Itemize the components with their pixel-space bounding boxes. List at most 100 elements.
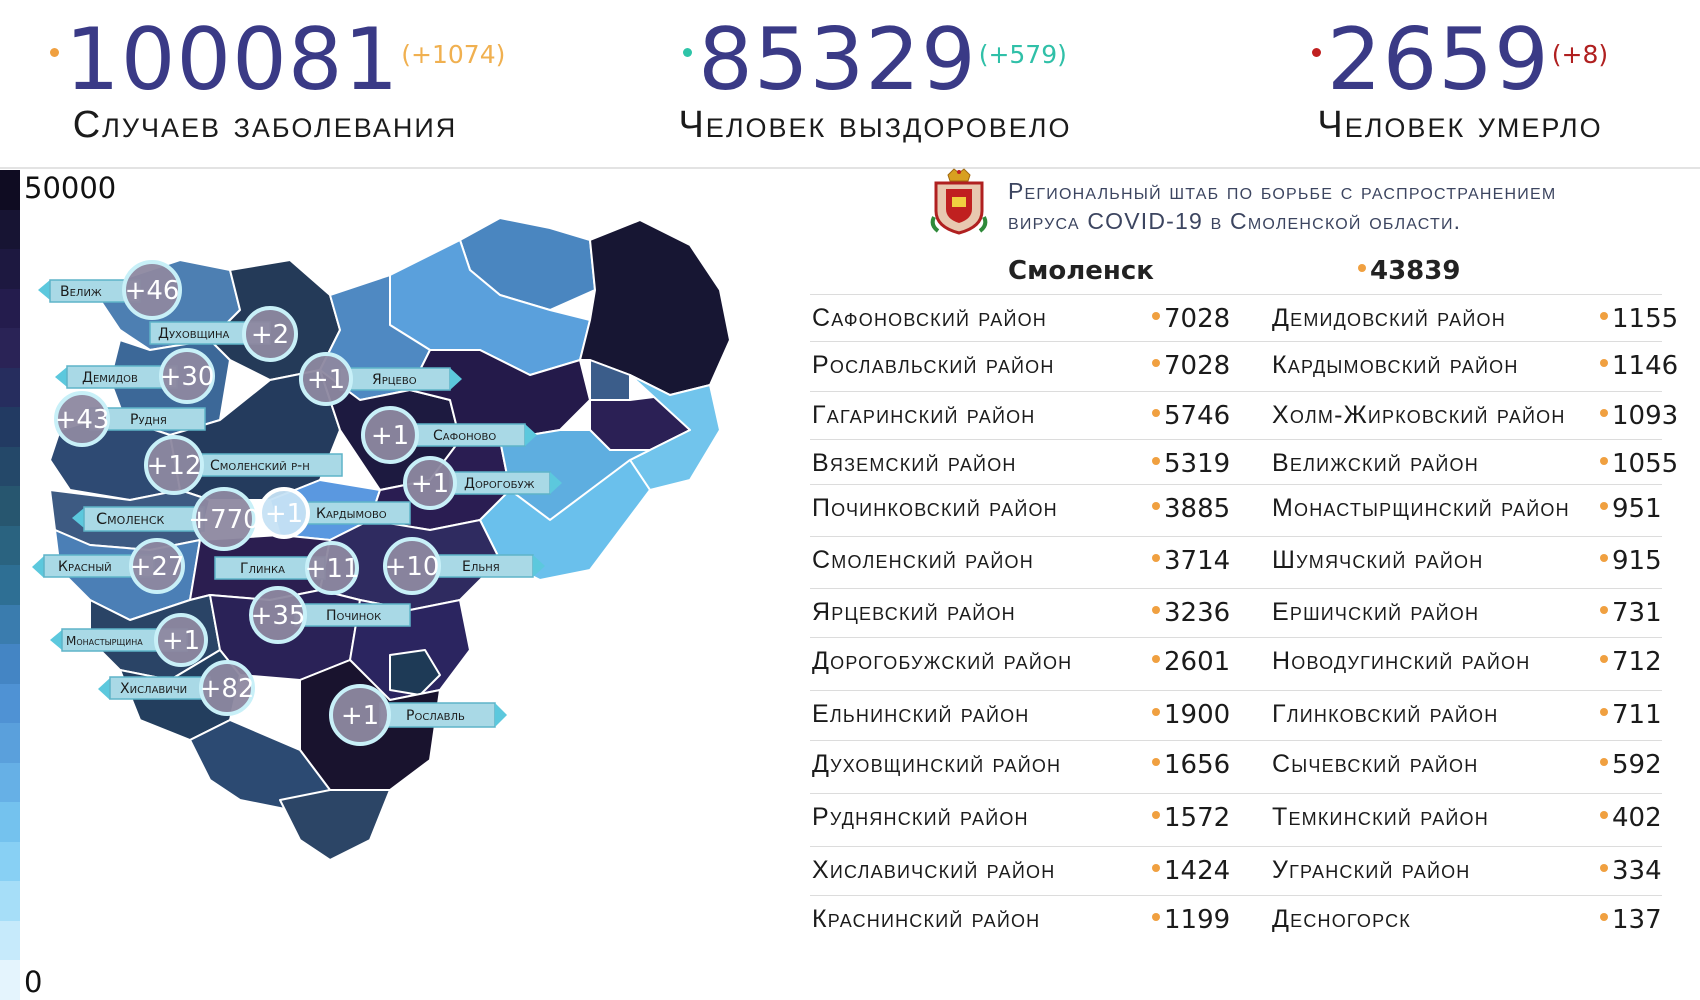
value-dot — [1152, 358, 1160, 367]
district-name: Рославльский район — [812, 351, 1055, 379]
row-divider — [810, 536, 1662, 537]
map-label-demidov-name: Демидов — [82, 370, 138, 386]
headquarters-title-line1: Региональный штаб по борьбе с распростра… — [1008, 178, 1557, 204]
recovered-delta: (+579) — [978, 40, 1067, 69]
district-value: 137 — [1600, 905, 1662, 935]
district-name: Темкинский район — [1272, 803, 1489, 831]
region-map: Велиж +46 Духовщина +2 Демидов +30 Ярцев… — [32, 217, 731, 861]
map-label-yartsevo-delta: +1 — [307, 365, 345, 395]
city-value: 43839 — [1370, 256, 1461, 286]
map-label-smolensky-name: Смоленский р-н — [210, 458, 310, 474]
color-scale-step — [0, 446, 20, 487]
district-count: 1146 — [1612, 351, 1679, 381]
header-divider — [0, 167, 1700, 169]
district-name: Новодугинский район — [1272, 647, 1531, 675]
map-label-rudnya: Рудня +43 — [54, 391, 206, 447]
district-value: 731 — [1600, 598, 1662, 628]
city-dot — [1358, 263, 1366, 272]
map-label-yelnya-name: Ельня — [462, 559, 500, 575]
district-count: 1424 — [1164, 856, 1231, 886]
row-divider — [810, 793, 1662, 794]
district-count: 1155 — [1612, 304, 1679, 334]
color-scale-step — [0, 288, 20, 329]
district-name: Ельнинский район — [812, 700, 1030, 728]
district-name: Руднянский район — [812, 803, 1029, 831]
district-east-light — [629, 374, 721, 491]
value-dot — [1600, 501, 1608, 510]
color-scale-step — [0, 604, 20, 645]
district-value: 711 — [1600, 700, 1662, 730]
district-count: 2601 — [1164, 647, 1231, 677]
district-desnogorsk — [389, 649, 441, 696]
value-dot — [1152, 605, 1160, 614]
value-dot — [1600, 358, 1608, 367]
map-label-krasny: Красный +27 — [32, 538, 185, 594]
map-label-khislavichi-delta: +82 — [200, 674, 255, 704]
district-value: 1199 — [1152, 905, 1230, 935]
district-count: 5319 — [1164, 449, 1231, 479]
map-label-kardymovo-delta: +1 — [265, 499, 303, 529]
district-value: 592 — [1600, 750, 1662, 780]
map-label-roslavl-delta: +1 — [341, 701, 379, 731]
map-label-velizh-delta: +46 — [125, 276, 180, 306]
row-divider — [810, 294, 1662, 295]
map-label-monastyrshchina: Монастырщина +1 — [50, 613, 208, 667]
district-value: 7028 — [1152, 351, 1230, 381]
district-value: 951 — [1600, 494, 1662, 524]
color-scale-step — [0, 367, 20, 408]
color-scale-step — [0, 881, 20, 921]
table-row: Краснинский район 1199 Десногорск 137 — [808, 895, 1662, 948]
color-scale-step — [0, 802, 20, 842]
table-row: Руднянский район 1572 Темкинский район 402 — [808, 793, 1662, 846]
district-name: Сафоновский район — [812, 304, 1048, 332]
map-label-khislavichi-name: Хиславичи — [120, 681, 187, 697]
district-name: Глинковский район — [1272, 700, 1499, 728]
recovered-caption: Человек выздоровело — [678, 104, 1072, 146]
district-value: 1572 — [1152, 803, 1230, 833]
map-label-roslavl-name: Рославль — [406, 708, 465, 724]
table-row: Рославльский район 7028 Кардымовский район… — [808, 341, 1678, 394]
cases-stat: 100081(+1074) Случаев заболевания — [50, 10, 505, 170]
map-label-smolensky-delta: +12 — [147, 451, 202, 481]
map-label-glinka-name: Глинка — [240, 561, 285, 577]
district-count: 915 — [1612, 546, 1662, 576]
value-dot — [1152, 311, 1160, 320]
value-dot — [1152, 654, 1160, 663]
map-label-khislavichi: Хиславичи +82 — [98, 660, 255, 716]
map-label-smolensky-district: Смоленский р-н +12 — [144, 435, 343, 495]
map-label-pochinok: Починок +35 — [249, 586, 411, 644]
value-dot — [1152, 810, 1160, 819]
map-label-krasny-delta: +27 — [130, 552, 185, 582]
map-label-yelnya: Ельня +10 — [383, 537, 545, 595]
value-dot — [1600, 757, 1608, 766]
district-count: 1093 — [1612, 401, 1679, 431]
map-label-demidov-delta: +30 — [160, 362, 215, 392]
map-label-velizh-name: Велиж — [60, 284, 102, 300]
row-divider — [810, 740, 1662, 741]
district-name: Починковский район — [812, 494, 1058, 522]
district-count: 334 — [1612, 856, 1662, 886]
map-label-kardymovo-name: Кардымово — [316, 506, 387, 522]
map-label-dukhovshchina-name: Духовщина — [158, 326, 230, 342]
color-scale-step — [0, 920, 20, 961]
district-name: Угранский район — [1272, 856, 1471, 884]
district-value: 334 — [1600, 856, 1662, 886]
table-row: Сафоновский район 7028 Демидовский район 11… — [808, 294, 1678, 347]
deaths-dot — [1311, 47, 1321, 57]
deaths-stat: 2659(+8) Человек умерло — [1270, 10, 1650, 170]
color-scale-step — [0, 841, 20, 882]
district-name: Хиславичский район — [812, 856, 1056, 884]
map-label-yelnya-delta: +10 — [385, 552, 440, 582]
row-divider — [810, 439, 1662, 440]
row-divider — [810, 484, 1662, 485]
color-scale-step — [0, 209, 20, 250]
district-value: 1055 — [1600, 449, 1678, 479]
value-dot — [1600, 654, 1608, 663]
cases-dot — [50, 47, 59, 57]
value-dot — [1152, 912, 1160, 921]
map-label-rudnya-delta: +43 — [55, 405, 110, 435]
district-count: 731 — [1612, 598, 1662, 628]
value-dot — [1152, 408, 1160, 417]
district-value: 5319 — [1152, 449, 1230, 479]
district-count: 3236 — [1164, 598, 1231, 628]
